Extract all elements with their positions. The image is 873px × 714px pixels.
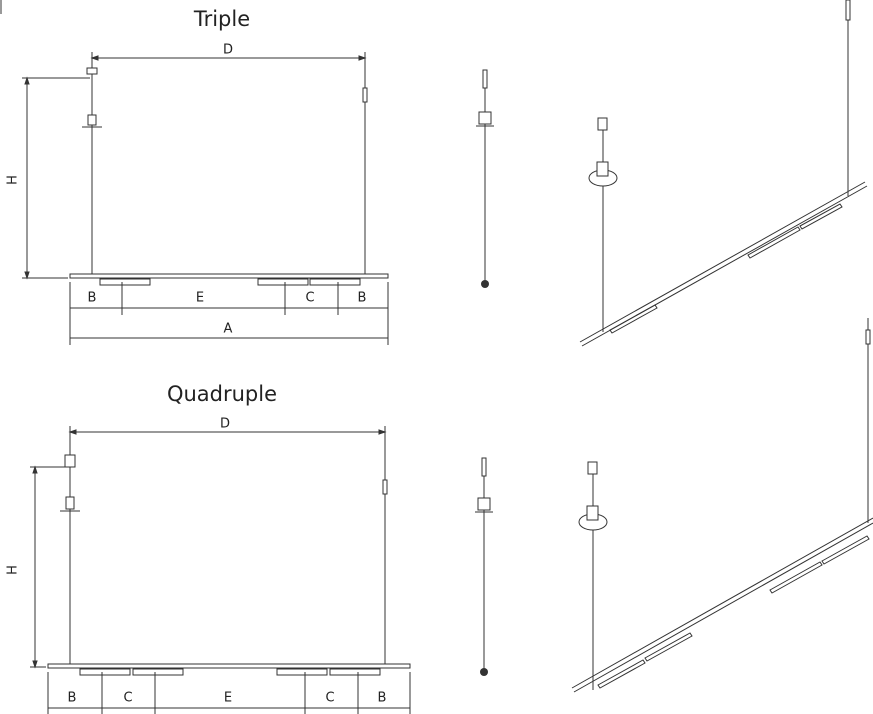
dimension-label: D — [223, 43, 233, 58]
triple-iso-view — [579, 0, 868, 347]
drawing-line — [596, 161, 609, 177]
dimension-label: C — [305, 291, 314, 306]
dimension-label: B — [88, 291, 97, 306]
drawing-line — [478, 111, 492, 125]
drawing-line — [587, 461, 598, 475]
drawing-line — [579, 181, 866, 343]
section-title: Quadruple — [167, 382, 277, 406]
drawing-line — [99, 278, 151, 286]
drawing-line — [65, 496, 75, 510]
drawing-line — [79, 668, 131, 676]
drawing-line — [90, 55, 367, 61]
dimension-label: D — [220, 417, 230, 432]
dimension-label: E — [196, 291, 204, 306]
drawing-line — [132, 668, 184, 676]
quadruple-side-view — [475, 457, 493, 676]
dimension-label: H — [6, 565, 21, 575]
drawing-line — [597, 535, 870, 689]
drawing-line — [309, 278, 361, 286]
drawing-line — [597, 117, 608, 131]
drawing-line — [586, 505, 599, 521]
drawing-line — [64, 454, 76, 468]
triple-front-view: Triple D H B E C B A — [6, 7, 389, 345]
section-title: Triple — [193, 7, 250, 31]
drawing-line — [865, 329, 871, 345]
drawing-line — [276, 668, 328, 676]
dimension-label: C — [325, 691, 334, 706]
drawing-line — [609, 203, 843, 334]
dimension-label: H — [6, 175, 21, 185]
drawing-line — [87, 114, 97, 126]
drawing-line — [329, 668, 381, 676]
drawing-line — [32, 465, 38, 669]
quadruple-front-view: Quadruple D H B C E C B — [6, 382, 411, 714]
triple-side-view — [476, 69, 494, 288]
drawing-line — [24, 76, 30, 280]
drawing-line — [481, 457, 487, 477]
drawing-line — [47, 663, 411, 669]
drawing-line — [482, 69, 488, 89]
drawing-line — [571, 517, 873, 689]
quadruple-iso-view — [571, 318, 873, 693]
dimension-label: A — [224, 322, 233, 337]
drawing-line — [481, 280, 489, 288]
drawing-line — [69, 273, 389, 279]
drawing-line — [382, 479, 388, 495]
drawing-line — [480, 668, 488, 676]
dimension-label: B — [68, 691, 77, 706]
dimension-label: E — [224, 691, 232, 706]
drawing-line — [362, 87, 368, 103]
dimension-label: B — [378, 691, 387, 706]
dimension-label: B — [358, 291, 367, 306]
drawing-line — [86, 67, 98, 75]
drawing-line — [477, 497, 491, 511]
drawing-line — [68, 429, 387, 435]
dimension-label: C — [123, 691, 132, 706]
drawing-line — [845, 0, 851, 21]
drawing-line — [573, 522, 873, 693]
drawing-line — [257, 278, 309, 286]
